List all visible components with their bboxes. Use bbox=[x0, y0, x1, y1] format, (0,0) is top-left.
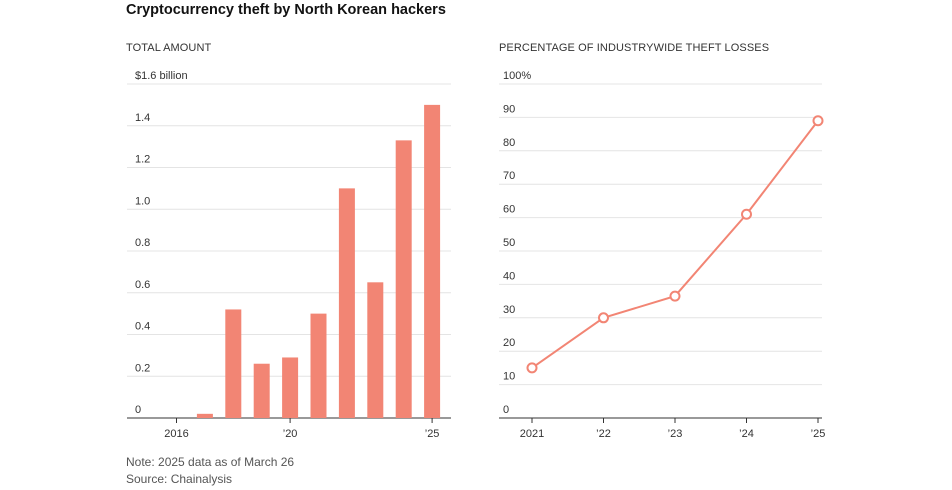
bar-y-tick-label: 0.2 bbox=[135, 362, 150, 374]
bar-y-tick-label: 0.6 bbox=[135, 279, 150, 291]
line-x-tick-label: ’22 bbox=[596, 428, 611, 440]
bar-y-tick-label: 1.0 bbox=[135, 195, 150, 207]
line-y-tick-label: 90 bbox=[503, 103, 515, 115]
footnote: Note: 2025 data as of March 26 bbox=[126, 455, 294, 469]
bar-y-tick-label: 0.4 bbox=[135, 321, 150, 333]
point-2024 bbox=[741, 208, 752, 220]
line-x-tick-label: ’24 bbox=[739, 428, 754, 440]
line-y-tick-label: 40 bbox=[503, 270, 515, 282]
bar-2024 bbox=[395, 140, 412, 419]
bar-2025 bbox=[424, 104, 441, 418]
total-amount-panel: TOTAL AMOUNT 0 0.2 0.4 0.6 0.8 1.0 1.2 1.4 $1.6 … bbox=[126, 42, 451, 440]
line-x-tick-label: 2021 bbox=[520, 428, 544, 440]
bar-2020 bbox=[282, 357, 299, 418]
theft-share-panel: PERCENTAGE OF INDUSTRYWIDE THEFT LOSSES … bbox=[499, 42, 825, 440]
line-y-tick-label: 100% bbox=[503, 70, 531, 82]
line-y-tick-label: 50 bbox=[503, 237, 515, 249]
theft-share-line bbox=[531, 120, 819, 369]
bar-x-tick-label: ’25 bbox=[425, 428, 440, 440]
bar-x-tick-label: ’20 bbox=[283, 428, 298, 440]
point-2021 bbox=[526, 362, 538, 374]
bar-y-tick-label: 1.2 bbox=[135, 154, 150, 166]
chart-title: Cryptocurrency theft by North Korean hac… bbox=[126, 2, 446, 18]
line-x-tick-label: ’25 bbox=[811, 428, 826, 440]
line-y-tick-label: 70 bbox=[503, 170, 515, 182]
bar-2021 bbox=[310, 313, 327, 418]
bar-y-tick-label: 0.8 bbox=[135, 237, 150, 249]
point-2025 bbox=[812, 115, 824, 127]
bar-2018 bbox=[225, 309, 242, 418]
line-y-tick-label: 10 bbox=[503, 371, 515, 383]
bar-panel-title: TOTAL AMOUNT bbox=[126, 42, 212, 54]
line-panel-title: PERCENTAGE OF INDUSTRYWIDE THEFT LOSSES bbox=[499, 42, 769, 54]
bar-2022 bbox=[338, 188, 355, 418]
line-y-tick-label: 30 bbox=[503, 304, 515, 316]
line-y-tick-label: 60 bbox=[503, 204, 515, 216]
bar-x-tick-label: 2016 bbox=[164, 428, 188, 440]
source-line: Source: Chainalysis bbox=[126, 472, 232, 486]
bar-y-tick-label: 1.4 bbox=[135, 112, 150, 124]
bar-2017 bbox=[196, 413, 213, 418]
bar-2019 bbox=[253, 363, 270, 418]
bar-2023 bbox=[367, 282, 384, 418]
point-2022 bbox=[598, 312, 609, 324]
line-x-tick-label: ’23 bbox=[668, 428, 683, 440]
bar-y-tick-label: 0 bbox=[135, 404, 141, 416]
line-y-tick-label: 80 bbox=[503, 137, 515, 149]
line-y-tick-label: 0 bbox=[503, 404, 509, 416]
line-y-tick-label: 20 bbox=[503, 337, 515, 349]
point-2023 bbox=[669, 290, 681, 302]
bar-y-tick-label: $1.6 billion bbox=[135, 70, 188, 82]
